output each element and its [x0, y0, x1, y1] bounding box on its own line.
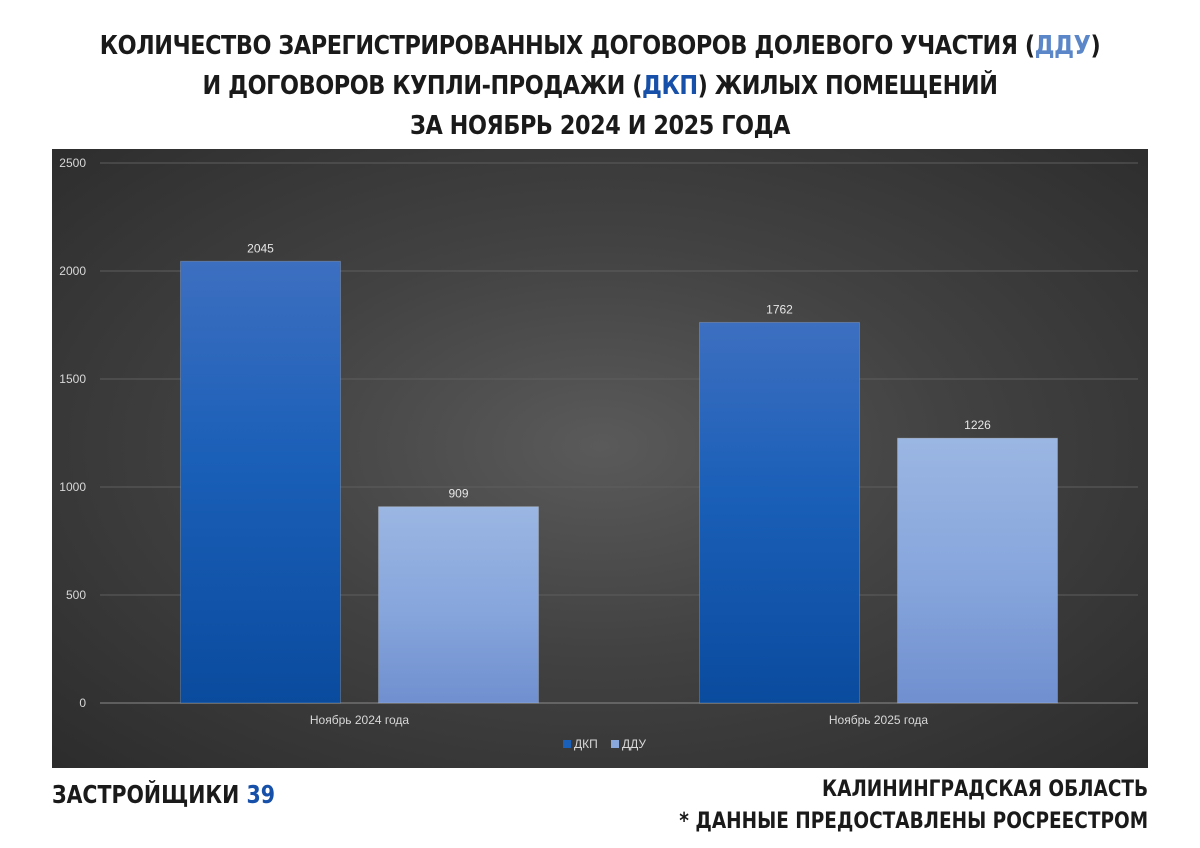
title-line-1-text: КОЛИЧЕСТВО ЗАРЕГИСТРИРОВАННЫХ ДОГОВОРОВ … — [99, 31, 1035, 61]
title-ddu-highlight: ДДУ — [1034, 31, 1091, 61]
brand-number: 39 — [246, 780, 275, 809]
y-tick-label: 2000 — [59, 264, 86, 278]
legend-label: ДДУ — [622, 737, 646, 751]
data-labels: 2045 909 1762 1226 — [247, 241, 991, 500]
bar-ddu — [897, 437, 1058, 704]
x-tick-label: Ноябрь 2024 года — [310, 713, 410, 727]
title-line-2: И ДОГОВОРОВ КУПЛИ-ПРОДАЖИ (ДКП) ЖИЛЫХ ПО… — [84, 66, 1116, 106]
bar-chart: 2045 909 1762 1226 0 500 1000 1500 2000 2500 Нояб… — [59, 156, 1138, 751]
title-line-2-end: ) ЖИЛЫХ ПОМЕЩЕНИЙ — [697, 71, 998, 101]
brand-text: ЗАСТРОЙЩИКИ — [52, 780, 247, 809]
title-line-1: КОЛИЧЕСТВО ЗАРЕГИСТРИРОВАННЫХ ДОГОВОРОВ … — [84, 26, 1116, 66]
bar-dkp — [180, 260, 341, 704]
legend-swatch-dkp — [563, 740, 571, 748]
y-tick-label: 0 — [79, 696, 86, 710]
chart-area: 2045 909 1762 1226 0 500 1000 1500 2000 2500 Нояб… — [52, 149, 1148, 768]
title-line-2-text: И ДОГОВОРОВ КУПЛИ-ПРОДАЖИ ( — [202, 71, 643, 101]
bar-ddu — [378, 506, 539, 704]
legend-swatch-ddu — [611, 740, 619, 748]
axis-ticks: 0 500 1000 1500 2000 2500 Ноябрь 2024 года Нояб… — [59, 156, 928, 727]
x-tick-label: Ноябрь 2025 года — [829, 713, 929, 727]
region-label: КАЛИНИНГРАДСКАЯ ОБЛАСТЬ — [821, 777, 1148, 802]
footer-note: КАЛИНИНГРАДСКАЯ ОБЛАСТЬ * ДАННЫЕ ПРЕДОСТ… — [679, 774, 1148, 838]
data-label: 1762 — [766, 302, 793, 316]
y-tick-label: 1000 — [59, 480, 86, 494]
y-tick-label: 500 — [66, 588, 86, 602]
title-line-1-end: ) — [1090, 31, 1101, 61]
chart-title: КОЛИЧЕСТВО ЗАРЕГИСТРИРОВАННЫХ ДОГОВОРОВ … — [84, 26, 1116, 146]
legend-label: ДКП — [574, 737, 598, 751]
source-note: * ДАННЫЕ ПРЕДОСТАВЛЕНЫ РОСРЕЕСТРОМ — [679, 809, 1148, 834]
legend: ДКП ДДУ — [563, 737, 646, 751]
data-label: 2045 — [247, 241, 274, 255]
y-tick-label: 1500 — [59, 372, 86, 386]
data-label: 909 — [448, 487, 468, 501]
title-dkp-highlight: ДКП — [642, 71, 698, 101]
bars — [180, 260, 1058, 704]
data-label: 1226 — [964, 418, 991, 432]
y-tick-label: 2500 — [59, 156, 86, 170]
title-line-3: ЗА НОЯБРЬ 2024 И 2025 ГОДА — [409, 111, 791, 141]
brand-logo: ЗАСТРОЙЩИКИ 39 — [52, 780, 275, 809]
bar-dkp — [699, 321, 860, 704]
